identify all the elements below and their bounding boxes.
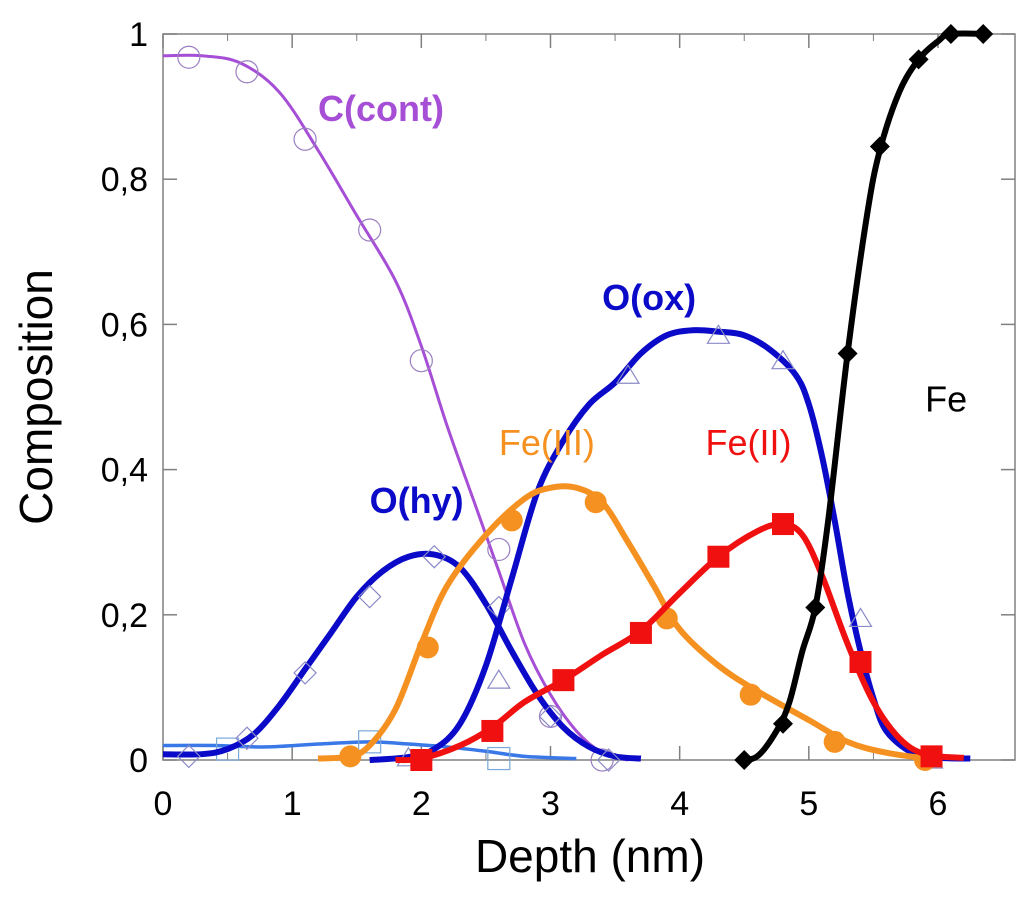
data-point-square	[552, 669, 575, 692]
data-point-triangle	[615, 364, 641, 384]
x-tick-label: 2	[412, 785, 431, 823]
data-point-diamond	[422, 544, 447, 569]
data-point-triangle	[486, 668, 511, 689]
annotation-label: Fe	[925, 379, 967, 420]
x-tick-label: 0	[154, 785, 173, 823]
y-tick-label: 0,6	[101, 306, 148, 344]
annotation-layer: C(cont) O(ox) Fe(III) O(hy) Fe(II) Fe	[318, 88, 967, 521]
x-tick-label: 4	[670, 785, 689, 823]
data-point-square	[358, 730, 382, 754]
x-axis-title: Depth (nm)	[475, 830, 705, 882]
data-point-circle	[358, 218, 382, 242]
annotation-label: O(hy)	[370, 480, 464, 521]
data-point-circle	[500, 509, 523, 532]
data-point-square	[707, 545, 730, 568]
data-point-diamond	[538, 704, 563, 729]
data-point-diamond	[869, 136, 890, 157]
data-point-square	[410, 749, 433, 771]
series-fe-ii	[395, 513, 965, 771]
data-point-square	[849, 650, 872, 673]
x-tick-label: 6	[929, 785, 948, 823]
y-axis-title: Composition	[10, 269, 62, 525]
series-line-fe-iii	[317, 483, 939, 763]
data-point-circle	[409, 349, 433, 373]
x-tick-label: 5	[799, 785, 818, 823]
data-point-square	[920, 745, 943, 768]
annotation-label: Fe(III)	[499, 422, 595, 463]
series-line-o-ox	[369, 327, 971, 763]
data-point-diamond	[235, 726, 259, 751]
series-line-o-hy	[162, 550, 642, 762]
plot-frame	[162, 33, 1016, 761]
data-point-circle	[339, 745, 362, 768]
data-point-diamond	[734, 750, 755, 770]
tick-labels: 0 1 2 3 4 5 6 0 0,2 0,4 0,6 0,8 1	[101, 16, 948, 823]
data-point-diamond	[837, 343, 858, 364]
data-point-triangle	[770, 349, 796, 370]
y-tick-label: 0,4	[101, 452, 148, 490]
x-tick-label: 1	[283, 785, 302, 823]
y-tick-label: 0	[129, 742, 148, 780]
series-o-hy	[162, 544, 642, 772]
data-point-circle	[823, 730, 846, 753]
series-line-c-cont	[162, 53, 629, 762]
data-point-circle	[177, 45, 201, 69]
annotation-label: Fe(II)	[706, 422, 792, 463]
data-point-circle	[293, 127, 317, 151]
data-point-circle	[590, 748, 614, 772]
axis-ticks	[162, 33, 1015, 761]
data-point-square	[215, 737, 240, 761]
data-point-square	[487, 746, 511, 771]
data-point-circle	[487, 537, 511, 562]
x-tick-label: 3	[541, 785, 560, 823]
data-point-circle	[416, 636, 439, 659]
series-o-ox	[369, 324, 971, 769]
data-point-diamond	[940, 24, 961, 44]
series-line-fe-ii	[395, 520, 965, 764]
data-point-diamond	[176, 744, 201, 769]
annotation-label: O(ox)	[602, 277, 696, 318]
data-point-diamond	[973, 24, 994, 44]
data-point-circle	[235, 60, 259, 84]
y-tick-label: 0,8	[101, 161, 148, 199]
data-point-square	[629, 621, 652, 644]
data-point-circle	[739, 683, 762, 706]
series-fe-iii	[317, 483, 939, 771]
data-point-square	[772, 513, 794, 536]
series-c-cont	[162, 45, 629, 772]
annotation-label: C(cont)	[318, 88, 444, 129]
data-point-diamond	[596, 748, 621, 772]
data-point-triangle	[848, 607, 873, 628]
data-point-triangle	[706, 324, 731, 344]
data-point-diamond	[908, 49, 929, 70]
series-layer	[162, 24, 994, 772]
y-tick-label: 1	[129, 16, 148, 54]
data-point-square	[481, 719, 504, 742]
y-tick-label: 0,2	[101, 597, 148, 635]
data-point-circle	[584, 491, 607, 514]
data-point-diamond	[805, 597, 826, 618]
series-fe	[734, 24, 994, 770]
data-point-diamond	[357, 584, 382, 609]
data-point-diamond	[773, 713, 793, 734]
data-point-diamond	[293, 661, 317, 685]
